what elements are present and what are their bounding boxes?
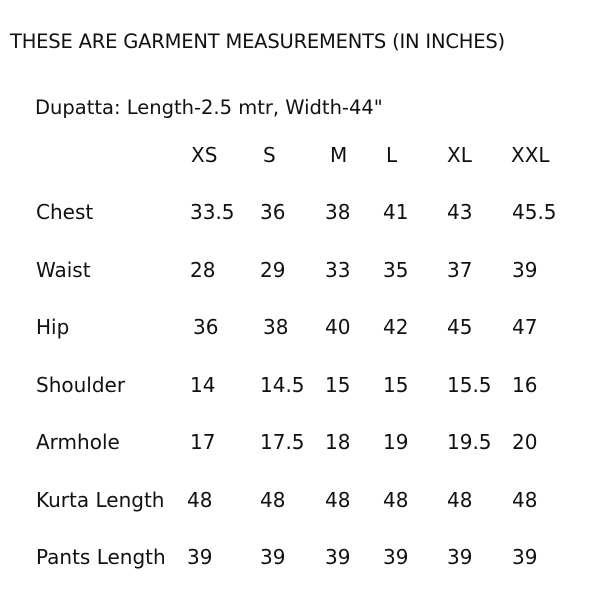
column-header-xs: XS xyxy=(191,143,218,167)
table-cell: 41 xyxy=(383,200,409,224)
table-cell: 45 xyxy=(447,315,473,339)
table-cell: 47 xyxy=(512,315,538,339)
column-header-l: L xyxy=(386,143,398,167)
row-label: Hip xyxy=(36,315,70,339)
column-header-xxl: XXL xyxy=(511,143,550,167)
table-cell: 39 xyxy=(447,545,473,569)
table-cell: 42 xyxy=(383,315,409,339)
table-cell: 48 xyxy=(512,487,538,512)
table-cell: 33 xyxy=(325,257,351,282)
column-header-xl: XL xyxy=(447,143,472,167)
dupatta-note: Dupatta: Length-2.5 mtr, Width-44" xyxy=(35,96,383,119)
table-cell: 38 xyxy=(263,315,289,339)
table-cell: 39 xyxy=(383,545,409,569)
table-cell: 37 xyxy=(447,257,473,282)
row-label: Chest xyxy=(36,200,94,224)
table-cell: 20 xyxy=(512,430,538,454)
table-cell: 48 xyxy=(383,487,409,512)
table-cell: 33.5 xyxy=(190,200,235,224)
table-cell: 17.5 xyxy=(260,430,305,454)
table-cell: 15 xyxy=(325,372,351,397)
column-header-m: M xyxy=(330,143,348,167)
table-cell: 48 xyxy=(325,487,351,512)
table-cell: 17 xyxy=(190,430,216,454)
table-cell: 38 xyxy=(325,200,351,224)
table-cell: 39 xyxy=(512,545,538,569)
table-cell: 39 xyxy=(512,257,538,282)
table-cell: 19.5 xyxy=(447,430,492,454)
table-cell: 45.5 xyxy=(512,200,557,224)
table-cell: 35 xyxy=(383,257,409,282)
table-cell: 16 xyxy=(512,372,538,397)
table-cell: 36 xyxy=(193,315,219,339)
table-cell: 28 xyxy=(190,257,216,282)
table-cell: 15 xyxy=(383,372,409,397)
row-label: Pants Length xyxy=(36,545,166,569)
table-cell: 48 xyxy=(260,487,286,512)
table-cell: 18 xyxy=(325,430,351,454)
table-cell: 19 xyxy=(383,430,409,454)
row-label: Shoulder xyxy=(36,372,126,397)
page-title: THESE ARE GARMENT MEASUREMENTS (IN INCHE… xyxy=(10,30,505,53)
table-cell: 43 xyxy=(447,200,473,224)
row-label: Waist xyxy=(36,257,91,282)
table-cell: 36 xyxy=(260,200,286,224)
column-header-s: S xyxy=(263,143,276,167)
table-cell: 48 xyxy=(187,487,213,512)
table-cell: 29 xyxy=(260,257,286,282)
table-cell: 48 xyxy=(447,487,473,512)
table-cell: 14.5 xyxy=(260,372,305,397)
table-cell: 39 xyxy=(187,545,213,569)
row-label: Armhole xyxy=(36,430,120,454)
row-label: Kurta Length xyxy=(36,487,165,512)
table-cell: 39 xyxy=(325,545,351,569)
table-cell: 40 xyxy=(325,315,351,339)
table-cell: 15.5 xyxy=(447,372,492,397)
table-cell: 14 xyxy=(190,372,216,397)
table-cell: 39 xyxy=(260,545,286,569)
